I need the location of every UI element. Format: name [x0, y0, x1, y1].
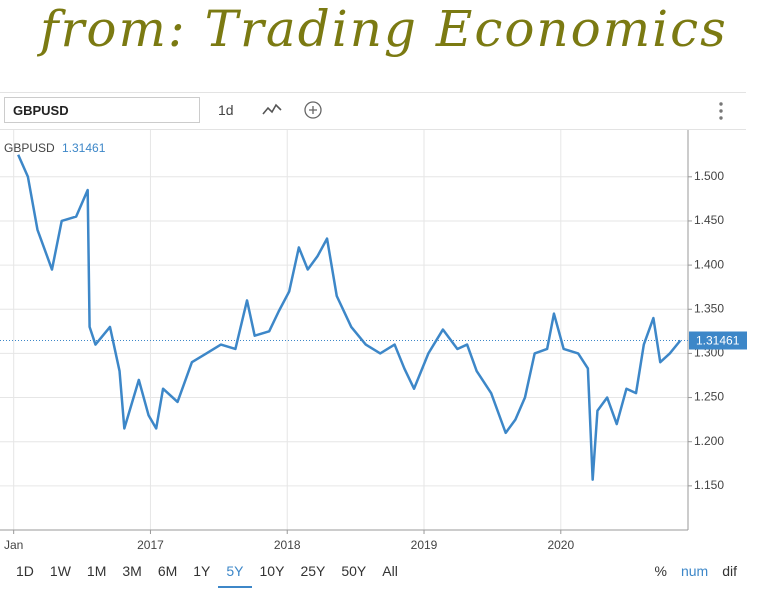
- x-tick-label: 2020: [547, 538, 574, 552]
- y-tick-label: 1.450: [694, 213, 724, 227]
- range-button[interactable]: 3M: [122, 563, 142, 579]
- y-tick-label: 1.250: [694, 390, 724, 404]
- mode-button[interactable]: %: [654, 563, 667, 579]
- mode-button[interactable]: num: [680, 563, 709, 579]
- range-button[interactable]: 1W: [49, 563, 71, 579]
- toolbar: GBPUSD 1d: [0, 92, 746, 130]
- range-button[interactable]: 1M: [86, 563, 107, 579]
- x-tick-label: Jan: [4, 538, 23, 552]
- last-value-box: [689, 331, 747, 350]
- y-tick-label: 1.150: [694, 478, 724, 492]
- last-value-label: 1.31461: [696, 334, 740, 348]
- range-button[interactable]: 25Y: [300, 563, 326, 579]
- legend-value: 1.31461: [62, 141, 106, 155]
- range-button[interactable]: 10Y: [259, 563, 285, 579]
- y-tick-label: 1.200: [694, 434, 724, 448]
- mode-button[interactable]: dif: [722, 563, 737, 579]
- x-tick-label: 2017: [137, 538, 164, 552]
- y-tick-label: 1.400: [694, 257, 724, 271]
- x-tick-label: 2018: [274, 538, 301, 552]
- range-button[interactable]: 5Y: [218, 560, 252, 588]
- annotation: from: Trading Economics: [40, 0, 728, 58]
- chart-type-icon[interactable]: [262, 101, 282, 119]
- range-button[interactable]: 6M: [157, 563, 178, 579]
- range-button[interactable]: 1D: [16, 563, 34, 579]
- range-button[interactable]: All: [382, 563, 398, 579]
- legend-name: GBPUSD: [4, 141, 55, 155]
- chart: 1.1501.2001.2501.3001.3501.4001.4501.500…: [0, 130, 747, 552]
- interval-button[interactable]: 1d: [218, 102, 234, 118]
- range-buttons: 1D 1W 1M 3M 6M 1Y 5Y 10Y 25Y 50Y All: [8, 560, 406, 588]
- range-button[interactable]: 50Y: [341, 563, 367, 579]
- menu-icon[interactable]: [716, 101, 726, 121]
- y-tick-label: 1.500: [694, 169, 724, 183]
- y-tick-label: 1.350: [694, 301, 724, 315]
- symbol-input[interactable]: GBPUSD: [4, 97, 200, 123]
- mode-buttons: % num dif: [655, 563, 737, 579]
- x-tick-label: 2019: [411, 538, 438, 552]
- add-icon[interactable]: [303, 100, 323, 120]
- range-button[interactable]: 1Y: [193, 563, 211, 579]
- series-line: [17, 154, 682, 481]
